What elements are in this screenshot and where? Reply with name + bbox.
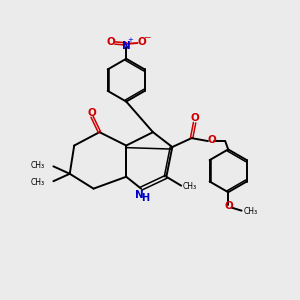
Text: O: O [107, 37, 116, 46]
Text: CH₃: CH₃ [30, 161, 44, 170]
Text: O: O [87, 108, 96, 118]
Text: N: N [122, 41, 130, 51]
Text: CH₃: CH₃ [182, 182, 197, 191]
Text: O: O [224, 201, 233, 211]
Text: +: + [128, 37, 134, 43]
Text: N: N [135, 190, 144, 200]
Text: H: H [141, 193, 149, 203]
Text: CH₃: CH₃ [30, 178, 44, 187]
Text: O: O [207, 136, 216, 146]
Text: CH₃: CH₃ [243, 207, 257, 216]
Text: O: O [137, 37, 146, 47]
Text: −: − [143, 32, 151, 41]
Text: O: O [191, 113, 200, 124]
